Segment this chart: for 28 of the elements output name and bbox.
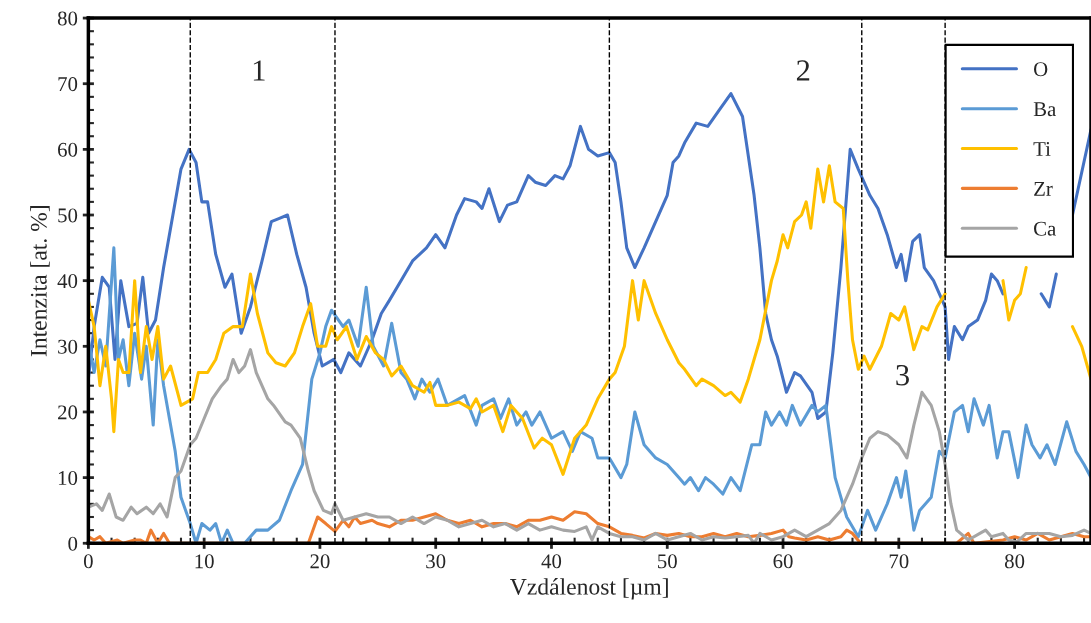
x-tick-label: 40: [541, 554, 562, 569]
annotation: 1: [253, 60, 265, 81]
y-axis-title: Intenzita [at. %]: [30, 206, 50, 357]
y-tick-label: 60: [58, 142, 78, 157]
x-tick-label: 20: [310, 554, 330, 569]
x-tick-label: 80: [1004, 554, 1025, 569]
y-tick-label: 80: [57, 11, 78, 26]
y-tick-label: 10: [58, 470, 78, 486]
legend-label: O: [1034, 62, 1048, 77]
legend-label: Ba: [1033, 102, 1056, 117]
legend-label: Ca: [1034, 221, 1056, 236]
y-tick-label: 20: [58, 405, 78, 420]
y-tick-label: 70: [58, 77, 78, 92]
y-tick-label: 0: [68, 536, 78, 551]
x-tick-label: 70: [889, 554, 909, 569]
y-tick-label: 50: [58, 208, 78, 223]
annotation: 3: [896, 364, 909, 386]
x-axis-title: Vzdálenost [µm]: [510, 578, 668, 600]
x-tick-label: 50: [658, 554, 677, 569]
annotation: 2: [796, 60, 810, 81]
x-tick-label: 60: [773, 554, 793, 569]
x-tick-label: 30: [426, 554, 446, 569]
y-tick-label: 30: [58, 339, 78, 354]
legend-label: Zr: [1034, 182, 1053, 196]
x-tick-label: 10: [195, 554, 214, 569]
legend-label: Ti: [1033, 142, 1051, 156]
x-tick-label: 0: [83, 554, 93, 569]
y-tick-label: 40: [57, 274, 78, 289]
